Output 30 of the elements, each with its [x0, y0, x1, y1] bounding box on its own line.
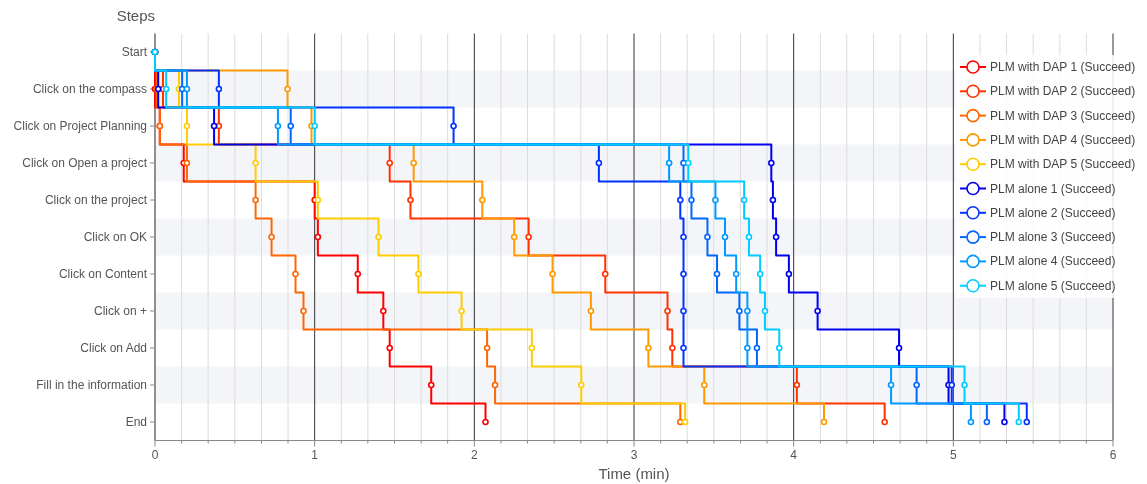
legend-label: PLM with DAP 3 (Succeed)	[990, 108, 1136, 123]
y-tick-label: Click on the project	[44, 193, 148, 207]
x-axis-title: Time (min)	[598, 464, 670, 482]
x-tick-label: 1	[311, 447, 319, 462]
x-tick-label: 2	[470, 447, 478, 462]
y-tick-label: Click on Open a project	[22, 156, 148, 170]
y-tick-label: Fill in the information	[36, 378, 147, 392]
y-tick-label: Click on +	[93, 304, 147, 318]
x-tick-label: 0	[151, 447, 159, 462]
y-tick-label: Click on the compass	[32, 82, 147, 96]
legend-label: PLM with DAP 1 (Succeed)	[990, 60, 1136, 74]
y-axis-title: Steps	[116, 7, 155, 24]
legend-label: PLM alone 4 (Succeed)	[990, 254, 1116, 269]
y-tick-label: Click on Add	[80, 341, 147, 355]
legend-label: PLM with DAP 2 (Succeed)	[990, 84, 1136, 99]
y-tick-label: Start	[121, 45, 148, 59]
legend-label: PLM alone 5 (Succeed)	[990, 278, 1116, 293]
legend-label: PLM with DAP 5 (Succeed)	[990, 157, 1136, 172]
legend-label: PLM alone 2 (Succeed)	[990, 205, 1116, 220]
y-tick-label: Click on OK	[83, 230, 147, 244]
y-tick-label: Click on Content	[58, 267, 148, 281]
x-tick-label: 3	[630, 447, 638, 462]
legend-label: PLM alone 1 (Succeed)	[990, 181, 1116, 196]
y-tick-label: Click on Project Planning	[13, 119, 147, 133]
x-tick-label: 5	[949, 447, 957, 462]
legend-label: PLM alone 3 (Succeed)	[990, 230, 1116, 245]
legend-label: PLM with DAP 4 (Succeed)	[990, 132, 1136, 147]
x-tick-label: 4	[790, 447, 798, 462]
y-tick-label: End	[125, 415, 147, 429]
x-tick-label: 6	[1109, 447, 1117, 462]
